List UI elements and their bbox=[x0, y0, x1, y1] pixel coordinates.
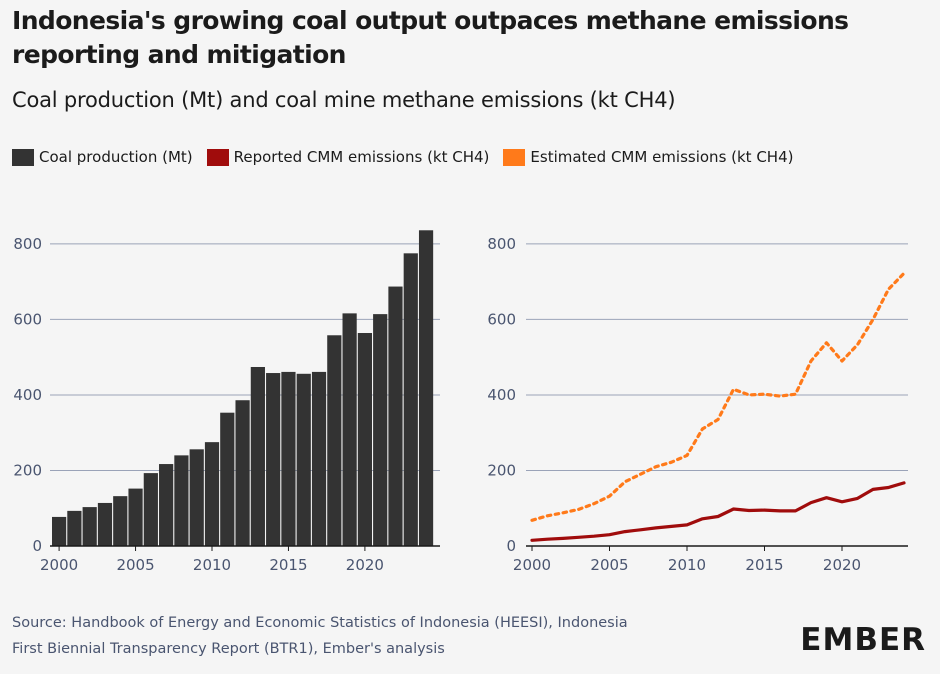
y-tick-label: 800 bbox=[13, 235, 42, 253]
legend-swatch-estimated-cmm bbox=[503, 148, 526, 166]
legend: Coal production (Mt) Reported CMM emissi… bbox=[12, 148, 808, 166]
source-note: Source: Handbook of Energy and Economic … bbox=[12, 610, 628, 662]
ember-logo: EMBER bbox=[800, 622, 926, 658]
y-tick-label: 400 bbox=[13, 386, 42, 404]
y-tick-label: 400 bbox=[487, 386, 516, 404]
bar-coal-production bbox=[235, 400, 250, 546]
bar-coal-production bbox=[373, 314, 388, 546]
x-tick-label: 2000 bbox=[40, 556, 78, 574]
bar-coal-production bbox=[281, 371, 296, 546]
x-tick-label: 2015 bbox=[745, 556, 783, 574]
bar-coal-production bbox=[189, 449, 204, 546]
y-tick-label: 200 bbox=[13, 461, 42, 479]
legend-label-reported-cmm: Reported CMM emissions (kt CH4) bbox=[233, 148, 490, 166]
y-tick-label: 600 bbox=[13, 310, 42, 328]
x-tick-label: 2000 bbox=[513, 556, 551, 574]
source-line-2: First Biennial Transparency Report (BTR1… bbox=[12, 641, 445, 657]
x-tick-label: 2005 bbox=[590, 556, 628, 574]
line-reported-cmm bbox=[530, 481, 906, 542]
y-tick-label: 0 bbox=[32, 537, 42, 555]
bar-coal-production bbox=[296, 373, 311, 546]
legend-swatch-coal-production bbox=[12, 148, 34, 166]
bar-coal-production bbox=[418, 230, 434, 547]
chart-title: Indonesia's growing coal output outpaces… bbox=[12, 6, 849, 69]
legend-label-estimated-cmm: Estimated CMM emissions (kt CH4) bbox=[530, 148, 794, 166]
bar-coal-production bbox=[52, 516, 67, 546]
bar-coal-production bbox=[128, 488, 143, 546]
y-tick-label: 200 bbox=[487, 461, 516, 479]
y-tick-label: 0 bbox=[506, 537, 516, 555]
bar-coal-production bbox=[143, 473, 158, 546]
bar-coal-production bbox=[220, 412, 235, 546]
chart-subtitle: Coal production (Mt) and coal mine metha… bbox=[12, 88, 676, 112]
bar-coal-production bbox=[159, 464, 174, 546]
x-tick-label: 2020 bbox=[346, 556, 384, 574]
legend-item-estimated-cmm: Estimated CMM emissions (kt CH4) bbox=[503, 148, 794, 166]
bar-coal-production bbox=[82, 507, 97, 546]
bar-coal-production bbox=[250, 366, 265, 546]
legend-item-coal-production: Coal production (Mt) bbox=[12, 148, 193, 166]
bar-coal-production bbox=[67, 510, 82, 546]
bar-coal-production bbox=[388, 286, 403, 546]
cmm-emissions-line-chart: 0 200 400 600 800 2000 2005 2010 2015 2020 bbox=[487, 235, 908, 574]
x-tick-label: 2020 bbox=[823, 556, 861, 574]
line-estimated-cmm bbox=[530, 271, 906, 522]
coal-production-bar-chart: 0 200 400 600 800 2000 2005 2010 2015 2020 bbox=[13, 230, 440, 574]
bar-coal-production bbox=[342, 313, 357, 546]
bar-coal-production bbox=[174, 455, 189, 546]
bar-coal-production bbox=[327, 335, 342, 546]
bar-coal-production bbox=[311, 371, 327, 546]
x-tick-label: 2005 bbox=[116, 556, 154, 574]
y-tick-label: 600 bbox=[487, 310, 516, 328]
legend-swatch-reported-cmm bbox=[206, 148, 229, 166]
legend-label-coal-production: Coal production (Mt) bbox=[39, 148, 193, 166]
bar-coal-production bbox=[113, 496, 128, 546]
x-tick-label: 2010 bbox=[193, 556, 231, 574]
bar-coal-production bbox=[357, 333, 372, 546]
x-tick-label: 2015 bbox=[269, 556, 307, 574]
bar-coal-production bbox=[403, 253, 418, 546]
bar-coal-production bbox=[266, 373, 281, 546]
y-tick-label: 800 bbox=[487, 235, 516, 253]
x-tick-label: 2010 bbox=[668, 556, 706, 574]
legend-item-reported-cmm: Reported CMM emissions (kt CH4) bbox=[206, 148, 490, 166]
source-line-1: Source: Handbook of Energy and Economic … bbox=[12, 615, 628, 631]
bar-coal-production bbox=[97, 502, 113, 546]
bar-coal-production bbox=[204, 442, 220, 546]
